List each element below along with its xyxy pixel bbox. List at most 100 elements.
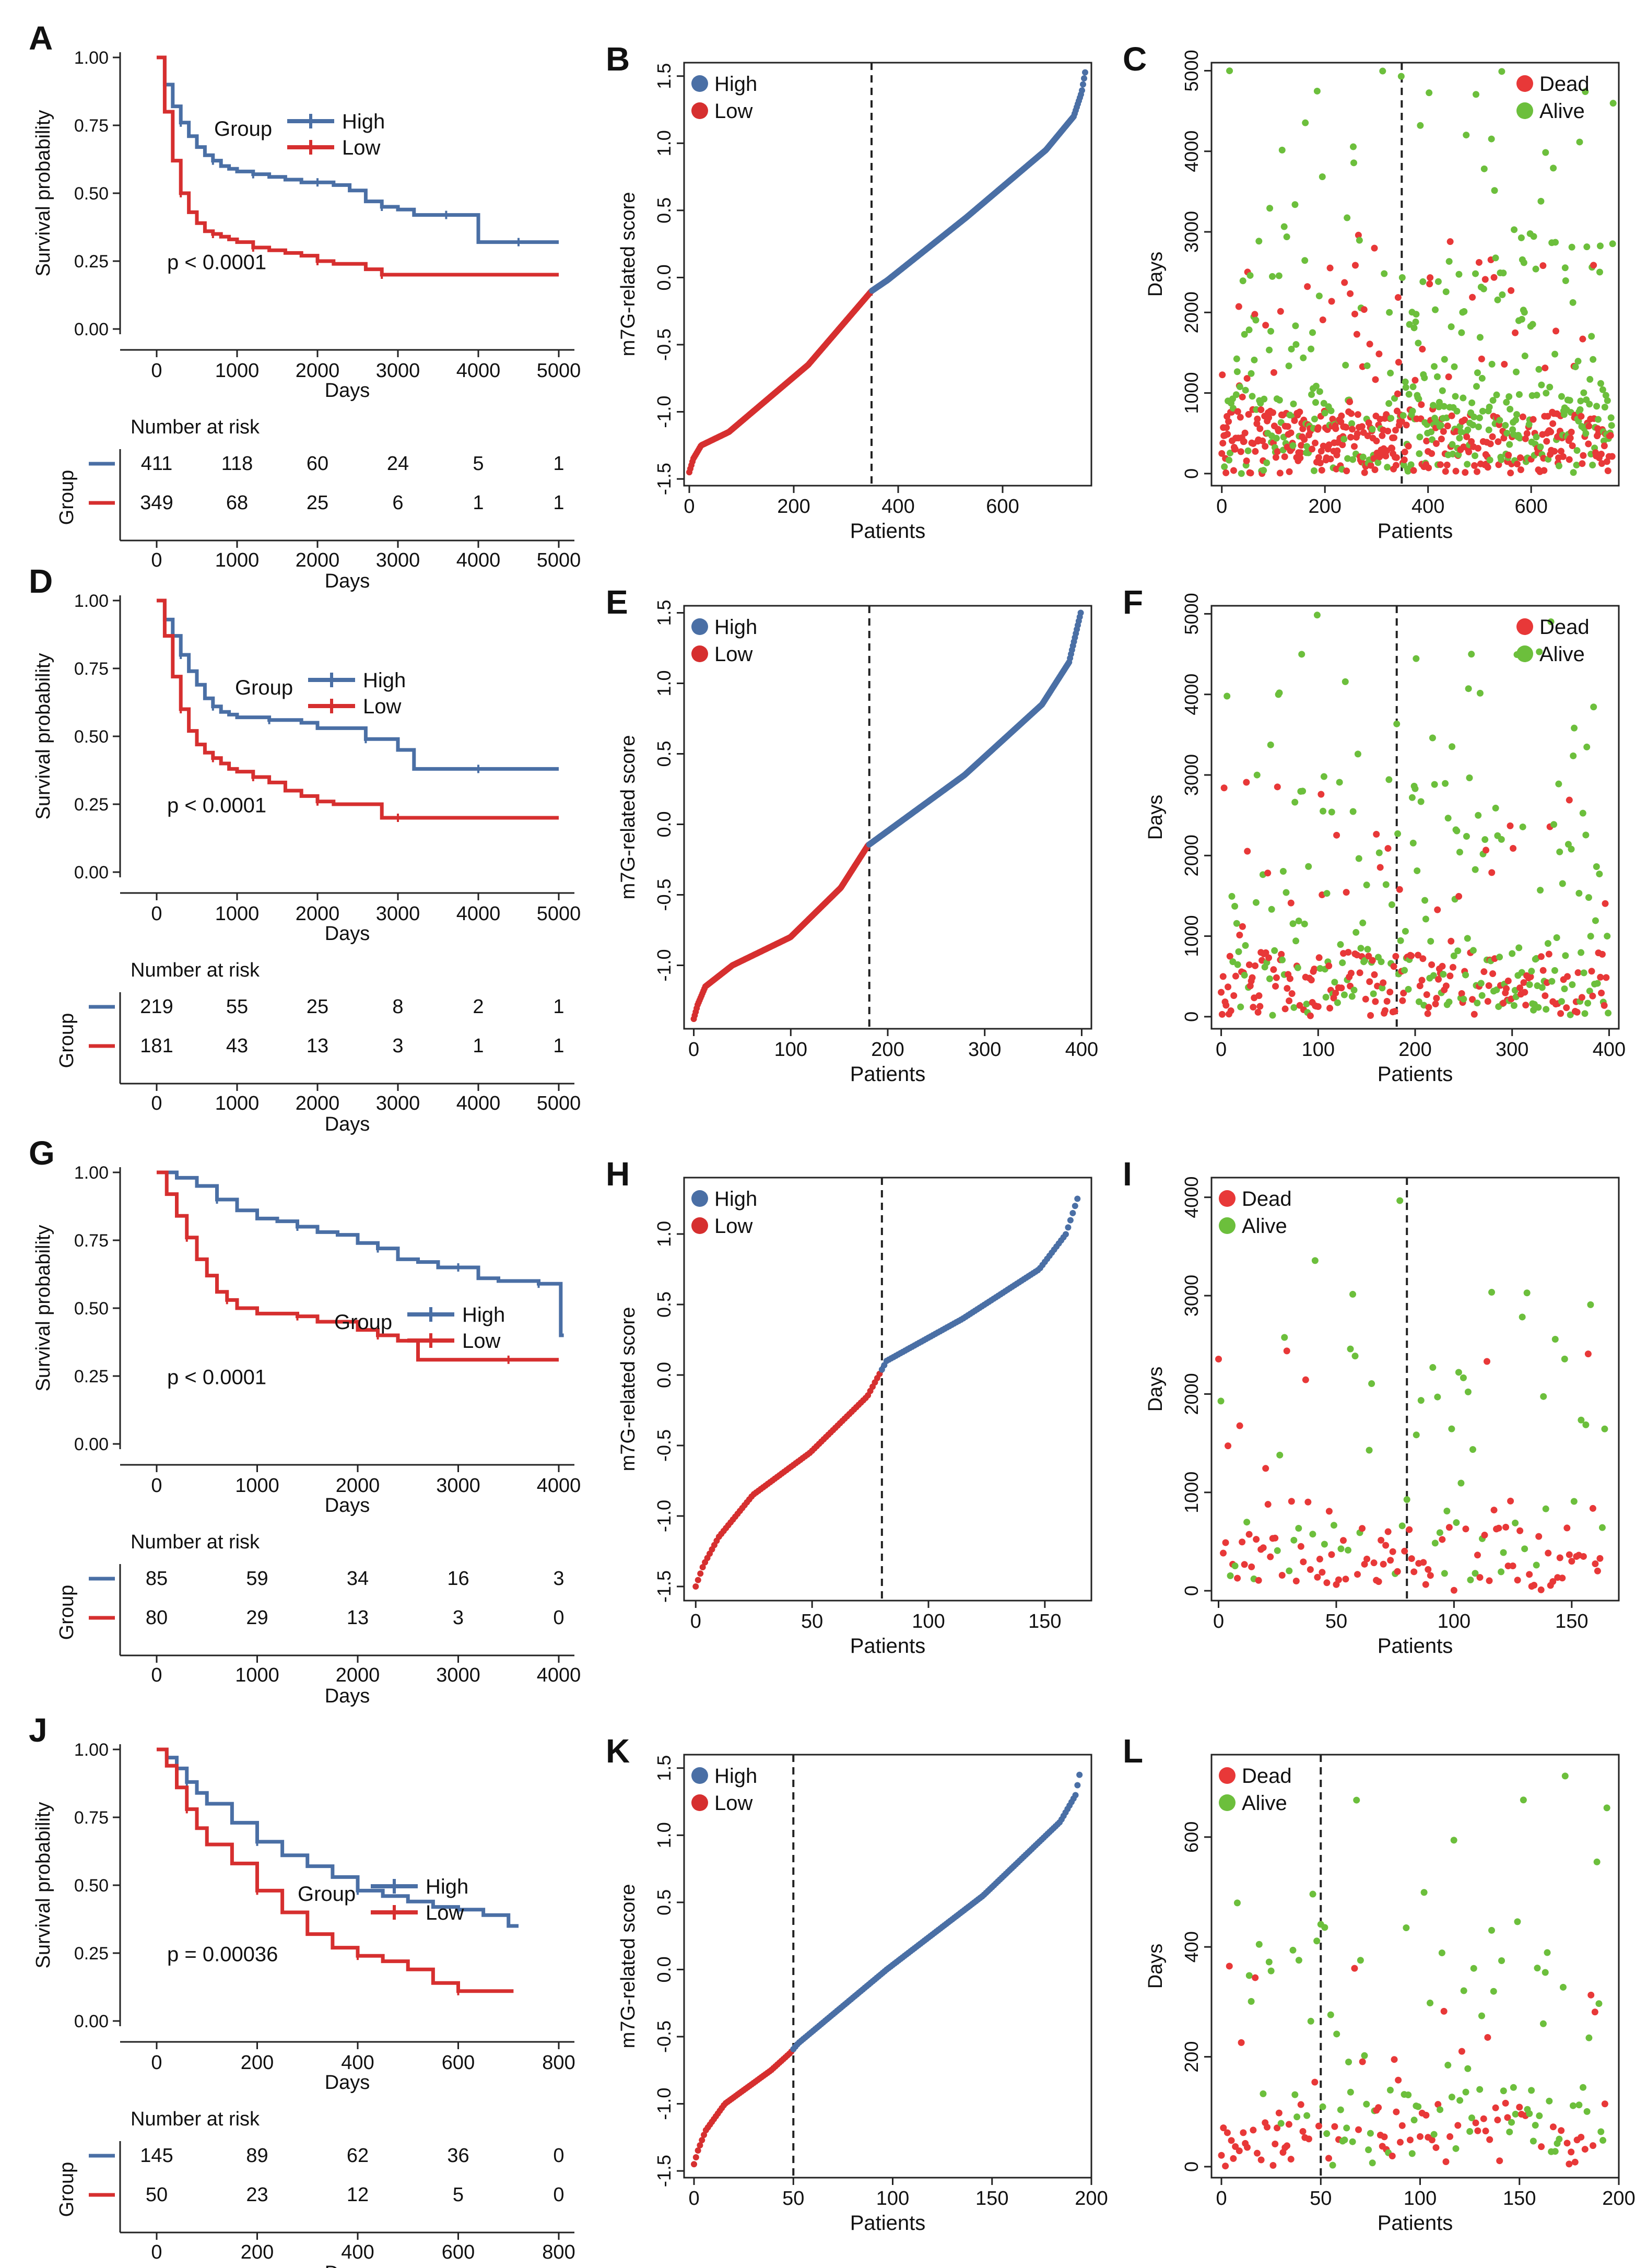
alive-point bbox=[1453, 827, 1461, 835]
alive-point bbox=[1233, 368, 1241, 375]
y-axis-title: m7G-related score bbox=[617, 1884, 639, 2049]
x-tick-label: 100 bbox=[1438, 1611, 1470, 1632]
risk-count: 85 bbox=[146, 1568, 168, 1590]
dead-point bbox=[1372, 376, 1379, 383]
alive-point bbox=[1430, 402, 1437, 409]
dead-point bbox=[1252, 448, 1259, 455]
dead-point bbox=[1236, 932, 1243, 939]
km-A-x-tick-label: 4000 bbox=[456, 360, 501, 382]
risk-x-tick-label: 2000 bbox=[296, 1092, 340, 1114]
dead-point bbox=[1236, 2147, 1243, 2155]
panel-A: A0.000.250.500.751.000 1000 2000 3000 4000 50… bbox=[29, 19, 581, 592]
alive-point bbox=[1355, 855, 1362, 862]
dead-point bbox=[1377, 864, 1384, 871]
alive-point bbox=[1463, 132, 1470, 139]
x-tick-label: 200 bbox=[1309, 496, 1342, 518]
dead-point bbox=[1410, 467, 1417, 474]
alive-point bbox=[1226, 456, 1233, 464]
y-axis-title: Days bbox=[1145, 1367, 1167, 1412]
alive-point bbox=[1472, 1570, 1479, 1577]
alive-point bbox=[1290, 400, 1297, 407]
risk-table-group-label: Group bbox=[56, 2162, 78, 2217]
dead-point bbox=[1278, 950, 1285, 958]
dead-point bbox=[1589, 1505, 1596, 1512]
alive-point bbox=[1333, 2030, 1340, 2038]
alive-point bbox=[1561, 1355, 1568, 1362]
alive-point bbox=[1431, 781, 1438, 788]
alive-point bbox=[1551, 2148, 1559, 2155]
alive-point bbox=[1375, 849, 1383, 856]
alive-point bbox=[1453, 1519, 1460, 1526]
km-A-x-tick-label: 5000 bbox=[537, 360, 581, 382]
dead-point bbox=[1406, 1526, 1413, 1533]
alive-point bbox=[1252, 899, 1260, 906]
alive-point bbox=[1312, 382, 1320, 390]
dead-point bbox=[1551, 448, 1558, 455]
dead-point bbox=[1542, 365, 1549, 372]
y-tick-label: -1.0 bbox=[653, 949, 675, 981]
legend-label-low: Low bbox=[426, 1901, 464, 1924]
risk-count: 59 bbox=[246, 1568, 268, 1590]
score-point bbox=[1067, 1217, 1074, 1224]
alive-point bbox=[1608, 422, 1615, 429]
km-A-y-tick-label: 0.00 bbox=[74, 320, 109, 339]
km-A-y-tick-label: 0.50 bbox=[74, 184, 109, 204]
alive-point bbox=[1589, 461, 1596, 468]
dead-point bbox=[1379, 432, 1386, 439]
alive-point bbox=[1397, 73, 1405, 80]
alive-point bbox=[1587, 1301, 1594, 1308]
dead-point bbox=[1332, 990, 1339, 997]
alive-point bbox=[1485, 426, 1492, 433]
y-tick-label: 1.0 bbox=[653, 670, 675, 696]
alive-point bbox=[1601, 1425, 1608, 1432]
x-tick-label: 200 bbox=[1602, 2188, 1635, 2210]
legend-dot-alive bbox=[1219, 1794, 1236, 1811]
risk-x-tick-label: 1000 bbox=[215, 1092, 260, 1114]
alive-point bbox=[1481, 836, 1489, 843]
dead-point bbox=[1269, 2162, 1277, 2169]
dead-point bbox=[1316, 1556, 1323, 1563]
alive-point bbox=[1562, 277, 1569, 284]
alive-point bbox=[1585, 2034, 1593, 2041]
alive-point bbox=[1405, 391, 1413, 398]
risk-x-tick-label: 3000 bbox=[376, 1092, 420, 1114]
dead-point bbox=[1317, 791, 1325, 798]
dead-point bbox=[1505, 451, 1512, 459]
dead-point bbox=[1264, 869, 1272, 877]
alive-point bbox=[1337, 1545, 1345, 1553]
dead-point bbox=[1354, 411, 1361, 418]
alive-point bbox=[1475, 423, 1482, 430]
alive-point bbox=[1416, 433, 1424, 441]
dead-point bbox=[1580, 452, 1587, 459]
alive-point bbox=[1252, 316, 1260, 324]
dead-point bbox=[1597, 451, 1605, 458]
km-A-y-tick-label: 1.00 bbox=[74, 48, 109, 68]
risk-count: 8 bbox=[392, 996, 403, 1018]
alive-point bbox=[1342, 361, 1349, 369]
alive-point bbox=[1243, 1519, 1251, 1526]
alive-point bbox=[1449, 441, 1456, 448]
km-curve-low bbox=[157, 598, 559, 820]
alive-point bbox=[1558, 393, 1565, 400]
legend-label-low: Low bbox=[714, 100, 752, 123]
dead-point bbox=[1585, 440, 1592, 448]
alive-point bbox=[1450, 952, 1457, 959]
dead-point bbox=[1326, 264, 1334, 272]
dead-point bbox=[1275, 427, 1282, 434]
dead-point bbox=[1314, 424, 1322, 431]
alive-point bbox=[1551, 350, 1559, 358]
dead-point bbox=[1375, 1578, 1382, 1585]
alive-point bbox=[1354, 750, 1361, 758]
dead-point bbox=[1325, 2155, 1332, 2162]
dead-point bbox=[1596, 1555, 1604, 1562]
alive-point bbox=[1488, 360, 1496, 368]
dead-point bbox=[1247, 469, 1254, 477]
alive-point bbox=[1552, 239, 1559, 246]
dead-point bbox=[1299, 2128, 1307, 2135]
alive-point bbox=[1289, 1946, 1297, 1954]
dead-point bbox=[1237, 448, 1244, 455]
y-tick-label: -1.5 bbox=[653, 463, 675, 495]
alive-point bbox=[1232, 391, 1240, 398]
alive-point bbox=[1381, 270, 1388, 277]
p-value: p < 0.0001 bbox=[167, 251, 266, 274]
